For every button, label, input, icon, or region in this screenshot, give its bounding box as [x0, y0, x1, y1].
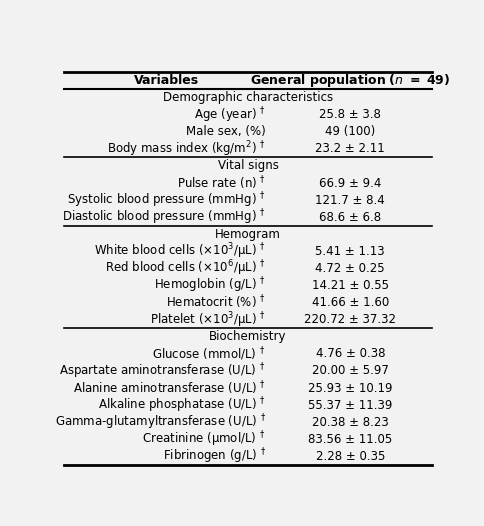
Text: 23.2 ± 2.11: 23.2 ± 2.11: [316, 143, 385, 155]
Text: Gamma-glutamyltransferase (U/L) $^{\dagger}$: Gamma-glutamyltransferase (U/L) $^{\dagg…: [55, 412, 266, 432]
Text: Variables: Variables: [134, 74, 199, 87]
Text: 220.72 ± 37.32: 220.72 ± 37.32: [304, 313, 396, 326]
Text: 25.93 ± 10.19: 25.93 ± 10.19: [308, 381, 393, 394]
Text: 20.38 ± 8.23: 20.38 ± 8.23: [312, 416, 389, 429]
Text: Fibrinogen (g/L) $^{\dagger}$: Fibrinogen (g/L) $^{\dagger}$: [163, 447, 266, 466]
Text: Systolic blood pressure (mmHg) $^{\dagger}$: Systolic blood pressure (mmHg) $^{\dagge…: [67, 190, 266, 210]
Text: 25.8 ± 3.8: 25.8 ± 3.8: [319, 108, 381, 121]
Text: 41.66 ± 1.60: 41.66 ± 1.60: [312, 296, 389, 309]
Text: 20.00 ± 5.97: 20.00 ± 5.97: [312, 365, 389, 378]
Text: Red blood cells (×10$^{6}$/μL) $^{\dagger}$: Red blood cells (×10$^{6}$/μL) $^{\dagge…: [105, 259, 266, 278]
Text: Hemoglobin (g/L) $^{\dagger}$: Hemoglobin (g/L) $^{\dagger}$: [154, 276, 266, 295]
Text: Alanine aminotransferase (U/L) $^{\dagger}$: Alanine aminotransferase (U/L) $^{\dagge…: [73, 379, 266, 397]
Text: 4.72 ± 0.25: 4.72 ± 0.25: [316, 262, 385, 275]
Text: 121.7 ± 8.4: 121.7 ± 8.4: [316, 194, 385, 207]
Text: Body mass index (kg/m$^{2}$) $^{\dagger}$: Body mass index (kg/m$^{2}$) $^{\dagger}…: [107, 139, 266, 159]
Text: 49 (100): 49 (100): [325, 125, 376, 138]
Text: Biochemistry: Biochemistry: [209, 330, 287, 343]
Text: Aspartate aminotransferase (U/L) $^{\dagger}$: Aspartate aminotransferase (U/L) $^{\dag…: [59, 361, 266, 381]
Text: Creatinine (μmol/L) $^{\dagger}$: Creatinine (μmol/L) $^{\dagger}$: [142, 429, 266, 449]
Text: 14.21 ± 0.55: 14.21 ± 0.55: [312, 279, 389, 292]
Text: Vital signs: Vital signs: [218, 159, 278, 173]
Text: Platelet (×10$^{3}$/μL) $^{\dagger}$: Platelet (×10$^{3}$/μL) $^{\dagger}$: [150, 310, 266, 329]
Text: Male sex, (%): Male sex, (%): [186, 125, 266, 138]
Text: Hemogram: Hemogram: [215, 228, 281, 241]
Text: 66.9 ± 9.4: 66.9 ± 9.4: [319, 177, 381, 189]
Text: Demographic characteristics: Demographic characteristics: [163, 91, 333, 104]
Text: 68.6 ± 6.8: 68.6 ± 6.8: [319, 211, 381, 224]
Text: Pulse rate (n) $^{\dagger}$: Pulse rate (n) $^{\dagger}$: [177, 174, 266, 192]
Text: $\mathbf{General\ population\ (}$$\mathbf{\mathit{n}}$$\mathbf{\ =\ 49)}$: $\mathbf{General\ population\ (}$$\mathb…: [250, 72, 451, 89]
Text: Hematocrit (%) $^{\dagger}$: Hematocrit (%) $^{\dagger}$: [166, 294, 266, 311]
Text: 2.28 ± 0.35: 2.28 ± 0.35: [316, 450, 385, 463]
Text: Age (year) $^{\dagger}$: Age (year) $^{\dagger}$: [194, 105, 266, 125]
Text: White blood cells (×10$^{3}$/μL) $^{\dagger}$: White blood cells (×10$^{3}$/μL) $^{\dag…: [94, 241, 266, 261]
Text: 83.56 ± 11.05: 83.56 ± 11.05: [308, 433, 393, 446]
Text: Diastolic blood pressure (mmHg) $^{\dagger}$: Diastolic blood pressure (mmHg) $^{\dagg…: [62, 207, 266, 227]
Text: Glucose (mmol/L) $^{\dagger}$: Glucose (mmol/L) $^{\dagger}$: [152, 345, 266, 362]
Text: 55.37 ± 11.39: 55.37 ± 11.39: [308, 399, 393, 412]
Text: Alkaline phosphatase (U/L) $^{\dagger}$: Alkaline phosphatase (U/L) $^{\dagger}$: [98, 396, 266, 415]
Text: 4.76 ± 0.38: 4.76 ± 0.38: [316, 347, 385, 360]
Text: 5.41 ± 1.13: 5.41 ± 1.13: [316, 245, 385, 258]
